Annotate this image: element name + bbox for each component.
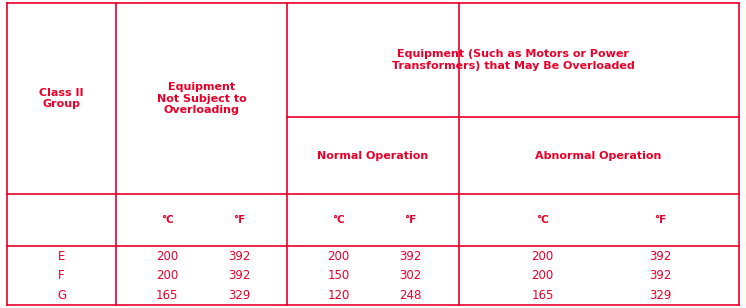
Text: °F: °F — [233, 215, 245, 225]
Text: 165: 165 — [156, 289, 178, 302]
Text: 150: 150 — [327, 269, 350, 282]
Text: °C: °C — [160, 215, 174, 225]
Text: Normal Operation: Normal Operation — [317, 151, 429, 160]
Text: 392: 392 — [228, 250, 251, 263]
Text: E: E — [58, 250, 65, 263]
Text: 329: 329 — [228, 289, 251, 302]
Text: Abnormal Operation: Abnormal Operation — [536, 151, 662, 160]
Text: Equipment
Not Subject to
Overloading: Equipment Not Subject to Overloading — [157, 82, 246, 115]
Text: F: F — [58, 269, 65, 282]
Text: Class II
Group: Class II Group — [40, 88, 84, 109]
Text: 302: 302 — [400, 269, 422, 282]
Text: 200: 200 — [327, 250, 350, 263]
Text: °C: °C — [332, 215, 345, 225]
Text: °F: °F — [654, 215, 666, 225]
Text: °F: °F — [404, 215, 417, 225]
Text: 248: 248 — [400, 289, 422, 302]
Text: 200: 200 — [532, 269, 554, 282]
Text: 392: 392 — [400, 250, 422, 263]
Text: 165: 165 — [532, 289, 554, 302]
Text: Equipment (Such as Motors or Power
Transformers) that May Be Overloaded: Equipment (Such as Motors or Power Trans… — [392, 49, 634, 71]
Text: 200: 200 — [156, 269, 178, 282]
Text: 392: 392 — [649, 250, 671, 263]
Text: 329: 329 — [649, 289, 671, 302]
Text: 392: 392 — [649, 269, 671, 282]
Text: G: G — [57, 289, 66, 302]
Text: 392: 392 — [228, 269, 251, 282]
Text: °C: °C — [536, 215, 549, 225]
Text: 120: 120 — [327, 289, 350, 302]
Text: 200: 200 — [532, 250, 554, 263]
Text: 200: 200 — [156, 250, 178, 263]
